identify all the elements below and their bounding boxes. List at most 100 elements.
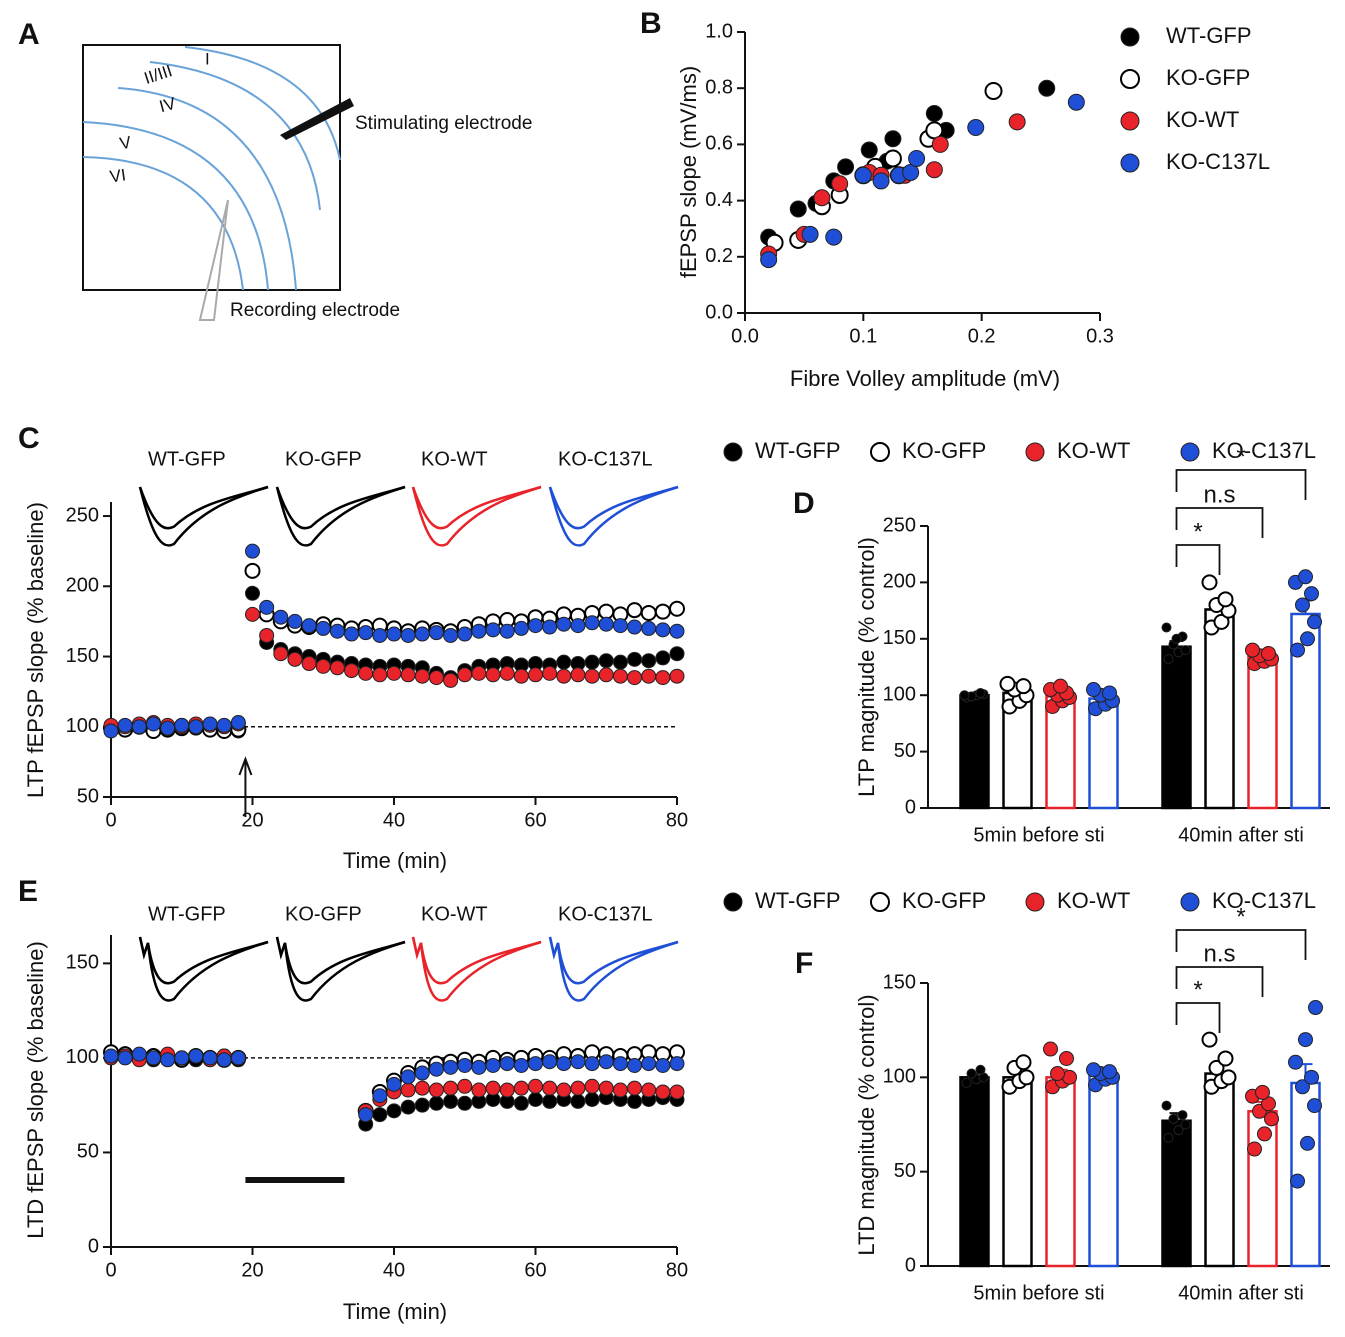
data-point [513,1095,529,1111]
data-point [1059,1050,1074,1066]
data-point [884,130,902,148]
x-tick-label: 80 [666,809,688,831]
data-point [1245,642,1260,658]
trace [275,936,406,1002]
trace [411,936,542,985]
data-point [372,1107,388,1123]
data-point [1247,1141,1262,1157]
data-point [961,1077,972,1088]
y-tick-label: 0.2 [705,245,733,267]
data-point [414,1065,430,1081]
stimulating-electrode [280,98,354,140]
data-point [556,654,572,670]
data-point [598,1080,614,1096]
data-point [612,1056,628,1072]
data-point [315,620,331,636]
significance-label: n.s [1203,940,1235,967]
data-point [570,618,586,634]
layer-line [82,156,244,291]
legend-label: KO-C137L [1212,888,1316,913]
trace [275,485,406,530]
data-point [1163,654,1174,665]
data-point [872,172,890,190]
data-point [925,104,943,122]
data-point [1307,614,1322,630]
data-point [556,668,572,684]
data-point [1067,93,1085,111]
layer-label: VI [109,165,128,186]
legend-label: WT-GFP [1166,23,1252,48]
data-point [1086,1062,1101,1078]
data-point [414,626,430,642]
data-point [485,667,501,683]
data-point [1102,685,1117,701]
data-point [641,668,657,684]
data-point [612,618,628,634]
data-point [1217,1050,1234,1067]
data-point [145,1050,161,1066]
panel-letter: F [795,947,813,980]
data-point [1295,1079,1310,1095]
legend-marker [1120,153,1140,173]
data-point [598,1054,614,1070]
legend-label: KO-WT [1057,888,1130,913]
data-point [598,616,614,632]
bar [1161,1119,1192,1268]
legend-label: KO-GFP [902,438,986,463]
x-tick-label: 0.1 [849,325,877,347]
y-tick-label: 50 [77,1141,99,1163]
y-axis-label: LTP fEPSP slope (% baseline) [23,502,48,798]
y-tick-label: 100 [66,1046,99,1068]
y-tick-label: 200 [66,575,99,597]
x-tick-label: 40 [383,809,405,831]
data-point [654,603,671,620]
data-point [372,627,388,643]
legend-marker [1120,27,1140,47]
y-tick-label: 0 [88,1235,99,1257]
data-point [528,1078,543,1094]
bar [1045,1076,1076,1268]
x-tick-label: 0.3 [1086,325,1114,347]
data-point [1161,622,1172,633]
data-point [837,158,855,176]
trace-label: KO-C137L [558,903,653,925]
legend-marker [1025,442,1045,462]
bar [1088,697,1119,810]
x-tick-label: 0 [105,1259,116,1281]
data-point [760,251,778,269]
layer-lines [82,46,341,291]
data-point [1307,1098,1322,1114]
data-point [655,1084,671,1100]
data-point [414,668,430,684]
data-point [443,1059,459,1075]
data-point [428,625,444,641]
data-point [499,1082,515,1098]
data-point [400,627,416,643]
data-point [999,675,1016,692]
bar [1002,1076,1033,1268]
data-point [854,166,872,184]
data-point [513,1080,529,1096]
data-point [513,620,529,636]
data-point [528,618,543,634]
data-point [188,719,204,735]
data-point [627,1057,643,1073]
y-tick-label: 100 [883,683,916,705]
recording-label: Recording electrode [230,300,400,321]
data-point [301,618,317,634]
x-tick-label: 60 [524,809,546,831]
x-tick-label: 0.2 [968,325,996,347]
data-point [457,626,473,642]
data-point [513,668,529,684]
trace-label: WT-GFP [148,903,226,925]
data-point [188,1048,204,1064]
data-point [612,1082,628,1098]
data-point [400,667,416,683]
data-point [1161,1100,1172,1111]
data-point [626,602,643,619]
data-point [1300,631,1315,647]
x-tick-label: 40 [383,1259,405,1281]
data-point [1264,1111,1279,1127]
